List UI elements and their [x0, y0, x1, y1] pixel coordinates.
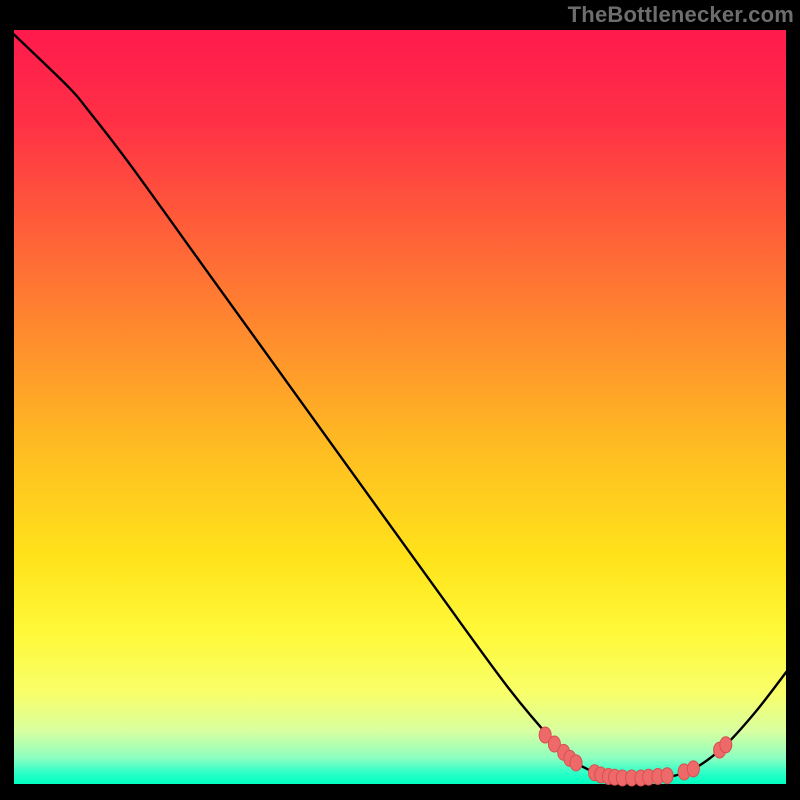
- curve-marker: [720, 737, 732, 753]
- curve-marker: [570, 755, 582, 771]
- curve-marker: [661, 768, 673, 784]
- curve-marker: [687, 761, 699, 777]
- bottleneck-chart: [0, 0, 800, 800]
- chart-container: TheBottlenecker.com: [0, 0, 800, 800]
- watermark-text: TheBottlenecker.com: [568, 2, 794, 28]
